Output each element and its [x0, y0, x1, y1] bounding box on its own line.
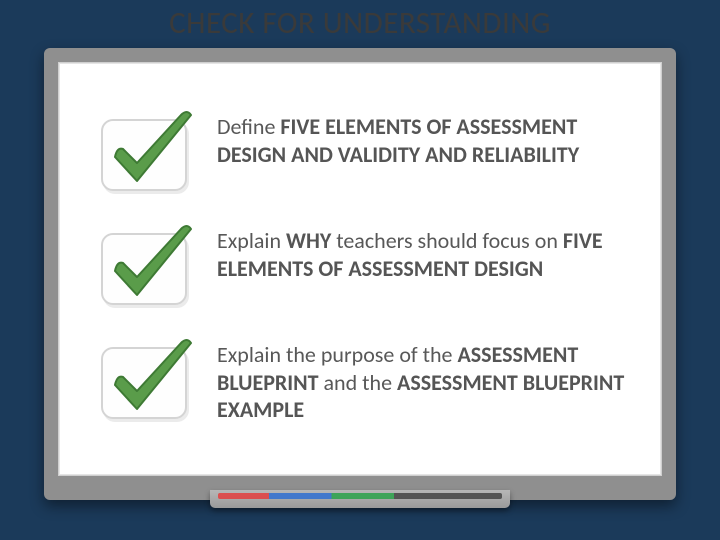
- text: Define: [217, 113, 280, 140]
- checklist-item: Explain WHY teachers should focus on FIV…: [97, 221, 641, 313]
- whiteboard-tray: [210, 490, 510, 508]
- slide: CHECK FOR UNDERSTANDING Define FIVE ELEM…: [0, 0, 720, 540]
- bold-text: WHY: [286, 227, 331, 254]
- check-tile: [97, 107, 197, 199]
- checklist-item-text: Explain WHY teachers should focus on FIV…: [217, 221, 641, 282]
- check-tile: [97, 335, 197, 427]
- text: and the: [319, 369, 397, 396]
- whiteboard-surface: Define FIVE ELEMENTS OF ASSESSMENT DESIG…: [58, 62, 662, 476]
- checklist-item: Explain the purpose of the ASSESSMENT BL…: [97, 335, 641, 427]
- checklist: Define FIVE ELEMENTS OF ASSESSMENT DESIG…: [97, 107, 641, 449]
- checklist-item: Define FIVE ELEMENTS OF ASSESSMENT DESIG…: [97, 107, 641, 199]
- checklist-item-text: Define FIVE ELEMENTS OF ASSESSMENT DESIG…: [217, 107, 641, 168]
- checklist-item-text: Explain the purpose of the ASSESSMENT BL…: [217, 335, 641, 424]
- text: Explain: [217, 227, 286, 254]
- checkmark-icon: [95, 329, 203, 429]
- checkmark-icon: [95, 215, 203, 315]
- text: teachers should focus on: [331, 227, 563, 254]
- check-tile: [97, 221, 197, 313]
- text: Explain the purpose of the: [217, 341, 457, 368]
- page-title: CHECK FOR UNDERSTANDING: [0, 4, 720, 42]
- checkmark-icon: [95, 101, 203, 201]
- whiteboard: Define FIVE ELEMENTS OF ASSESSMENT DESIG…: [44, 48, 676, 500]
